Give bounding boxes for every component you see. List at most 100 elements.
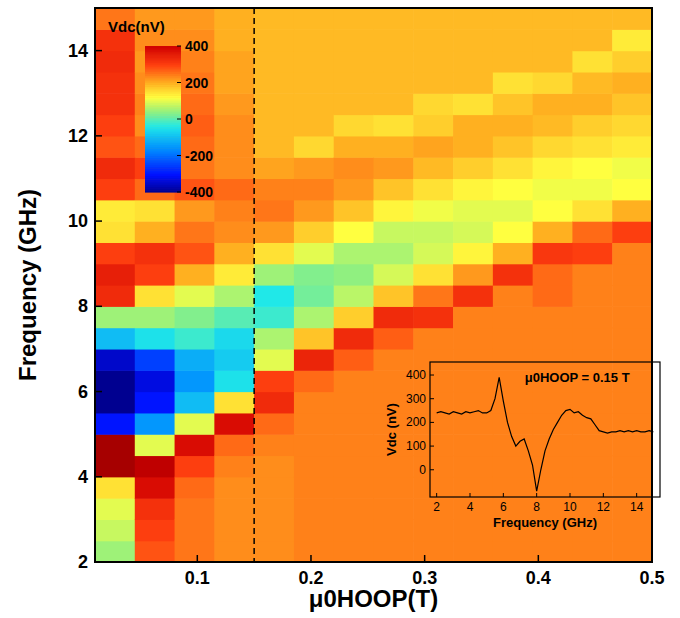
x-tick-label: 0.5 <box>639 568 664 588</box>
heatmap-cell <box>413 264 453 286</box>
heatmap-cell <box>413 519 453 541</box>
heatmap-cell <box>175 306 215 328</box>
heatmap-cell <box>374 200 414 222</box>
x-tick <box>197 555 199 562</box>
inset-x-tick <box>470 493 471 497</box>
heatmap-cell <box>572 349 612 371</box>
heatmap-cell <box>493 221 533 243</box>
heatmap-cell <box>453 519 493 541</box>
inset-x-tick <box>636 493 637 497</box>
heatmap-cell <box>175 8 215 30</box>
heatmap-cell <box>95 434 135 456</box>
heatmap-cell <box>572 93 612 115</box>
heatmap-cell <box>612 242 652 264</box>
heatmap-cell <box>254 8 294 30</box>
colorbar-tick-label: -400 <box>185 184 213 200</box>
heatmap-cell <box>294 200 334 222</box>
heatmap-cell <box>214 306 254 328</box>
heatmap-cell <box>572 306 612 328</box>
heatmap-cell <box>334 455 374 477</box>
heatmap-cell <box>572 8 612 30</box>
colorbar-tick-label: 400 <box>185 38 209 54</box>
heatmap-cell <box>334 434 374 456</box>
colorbar-tick <box>177 192 181 193</box>
field-cut-line <box>253 8 255 562</box>
heatmap-cell <box>254 93 294 115</box>
heatmap-cell <box>453 498 493 520</box>
heatmap-cell <box>493 455 533 477</box>
heatmap-cell <box>374 519 414 541</box>
heatmap-cell <box>572 328 612 350</box>
inset-x-tick <box>570 493 571 497</box>
y-tick <box>95 476 102 478</box>
heatmap-cell <box>453 455 493 477</box>
heatmap-cell <box>493 264 533 286</box>
heatmap-cell <box>612 328 652 350</box>
heatmap-cell <box>294 392 334 414</box>
heatmap-cell <box>254 157 294 179</box>
heatmap-cell <box>175 434 215 456</box>
heatmap-cell <box>413 136 453 158</box>
colorbar-tick-label: -200 <box>185 148 213 164</box>
inset-x-tick-label: 10 <box>563 500 577 514</box>
heatmap-cell <box>413 221 453 243</box>
heatmap-cell <box>493 349 533 371</box>
colorbar-title: Vdc(nV) <box>108 18 165 35</box>
inset-x-tick <box>436 493 437 497</box>
inset-annotation: μ0HOOP = 0.15 T <box>525 370 630 385</box>
heatmap-cell <box>294 221 334 243</box>
heatmap-cell <box>334 93 374 115</box>
heatmap-cell <box>294 306 334 328</box>
heatmap-cell <box>493 413 533 435</box>
heatmap-cell <box>374 328 414 350</box>
heatmap-cell <box>294 8 334 30</box>
heatmap-cell <box>453 392 493 414</box>
heatmap-cell <box>214 200 254 222</box>
heatmap-cell <box>214 477 254 499</box>
heatmap-cell <box>612 392 652 414</box>
heatmap-cell <box>95 93 135 115</box>
heatmap-cell <box>254 455 294 477</box>
heatmap-cell <box>572 136 612 158</box>
heatmap-cell <box>95 392 135 414</box>
inset-y-tick <box>430 375 434 376</box>
x-axis-title: μ0HOOP(T) <box>309 585 438 612</box>
heatmap-cell <box>374 541 414 562</box>
heatmap-cell <box>135 221 175 243</box>
heatmap-cell <box>95 477 135 499</box>
heatmap-cell <box>95 242 135 264</box>
heatmap-cell <box>334 264 374 286</box>
heatmap-cell <box>493 136 533 158</box>
heatmap-cell <box>294 285 334 307</box>
heatmap-cell <box>334 242 374 264</box>
heatmap-cell <box>254 51 294 73</box>
x-tick-label: 0.1 <box>185 568 210 588</box>
heatmap-cell <box>493 434 533 456</box>
heatmap-cell <box>214 115 254 137</box>
heatmap-cell <box>95 498 135 520</box>
heatmap-cell <box>334 200 374 222</box>
inset-y-tick-label: 0 <box>419 463 426 477</box>
inset-x-tick-label: 4 <box>467 500 474 514</box>
heatmap-cell <box>95 72 135 94</box>
heatmap-cell <box>214 328 254 350</box>
heatmap-cell <box>294 136 334 158</box>
heatmap-cell <box>533 115 573 137</box>
heatmap-cell <box>254 29 294 51</box>
heatmap-cell <box>612 178 652 200</box>
heatmap-cell <box>95 51 135 73</box>
inset-y-tick-label: 400 <box>406 368 426 382</box>
heatmap-cell <box>254 200 294 222</box>
heatmap-cell <box>453 328 493 350</box>
heatmap-cell <box>135 242 175 264</box>
y-tick <box>95 306 102 308</box>
heatmap-cell <box>493 541 533 562</box>
heatmap-cell <box>572 29 612 51</box>
inset-x-tick <box>603 493 604 497</box>
heatmap-cell <box>572 413 612 435</box>
colorbar-swatch <box>145 46 181 48</box>
heatmap-cell <box>294 434 334 456</box>
heatmap-cell <box>413 498 453 520</box>
heatmap-cell <box>453 115 493 137</box>
colorbar-tick-label: 200 <box>185 75 209 91</box>
